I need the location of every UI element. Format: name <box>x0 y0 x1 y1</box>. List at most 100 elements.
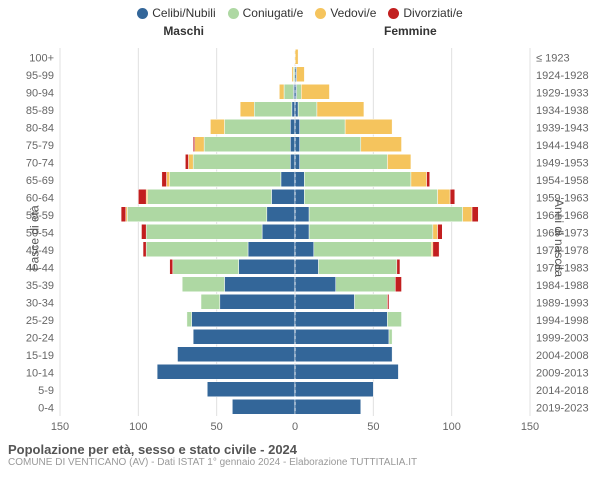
bar-female-married <box>300 137 361 152</box>
bar-male-divorced <box>193 137 195 152</box>
age-label: 85-89 <box>26 105 54 117</box>
birth-year-label: 1929-1933 <box>536 87 589 99</box>
bar-female-divorced <box>397 259 400 274</box>
bar-female-single <box>295 312 387 327</box>
legend-label: Celibi/Nubili <box>152 6 215 20</box>
bar-male-single <box>267 207 295 222</box>
bar-male-single <box>239 259 295 274</box>
bar-male-divorced <box>185 154 188 169</box>
x-tick-label: 0 <box>292 421 298 433</box>
legend-swatch <box>315 8 326 19</box>
legend-label: Vedovi/e <box>330 6 376 20</box>
legend-swatch <box>388 8 399 19</box>
bar-male-single <box>207 382 295 397</box>
age-label: 75-79 <box>26 140 54 152</box>
bar-male-divorced <box>162 172 167 187</box>
bar-female-single <box>295 364 398 379</box>
legend-item: Divorziati/e <box>388 6 462 20</box>
bar-female-single <box>295 329 389 344</box>
bar-female-married <box>319 259 397 274</box>
bar-male-single <box>272 189 296 204</box>
bar-female-divorced <box>450 189 455 204</box>
bar-male-single <box>157 364 295 379</box>
bar-female-widowed <box>301 84 329 99</box>
bar-female-single <box>295 119 300 134</box>
bar-male-divorced <box>143 242 146 257</box>
bar-male-married <box>225 119 291 134</box>
bar-male-single <box>192 312 295 327</box>
bar-female-single <box>295 137 300 152</box>
birth-year-label: 2009-2013 <box>536 367 589 379</box>
age-label: 100+ <box>29 52 54 64</box>
bar-female-single <box>295 294 355 309</box>
bar-male-divorced <box>141 224 146 239</box>
bar-female-divorced <box>395 277 401 292</box>
caption-sub: COMUNE DI VENTICANO (AV) - Dati ISTAT 1°… <box>8 457 592 468</box>
bar-male-divorced <box>138 189 146 204</box>
bar-female-married <box>355 294 388 309</box>
bar-female-married <box>300 154 388 169</box>
x-tick-label: 50 <box>367 421 379 433</box>
x-tick-label: 100 <box>442 421 460 433</box>
bar-female-single <box>295 259 319 274</box>
bar-male-married <box>148 189 272 204</box>
bar-male-married <box>204 137 290 152</box>
birth-year-label: 1949-1953 <box>536 157 589 169</box>
bar-male-single <box>290 119 295 134</box>
age-label: 25-29 <box>26 315 54 327</box>
bar-female-divorced <box>472 207 478 222</box>
bar-male-single <box>220 294 295 309</box>
age-label: 65-69 <box>26 175 54 187</box>
birth-year-label: 2004-2008 <box>536 350 589 362</box>
bar-female-widowed <box>387 154 411 169</box>
bar-male-single <box>232 399 295 414</box>
x-tick-label: 150 <box>521 421 539 433</box>
y-axis-title-left: Fasce di età <box>28 205 42 270</box>
legend-label: Coniugati/e <box>243 6 304 20</box>
bar-female-widowed <box>463 207 472 222</box>
bar-male-widowed <box>240 102 254 117</box>
x-tick-label: 100 <box>129 421 147 433</box>
female-label: Femmine <box>384 24 437 38</box>
bar-female-married <box>314 242 432 257</box>
birth-year-label: 1989-1993 <box>536 297 589 309</box>
legend-swatch <box>137 8 148 19</box>
birth-year-label: 1984-1988 <box>536 280 589 292</box>
x-tick-label: 50 <box>211 421 223 433</box>
bar-male-married <box>182 277 224 292</box>
x-tick-label: 150 <box>51 421 69 433</box>
bar-female-single <box>295 224 309 239</box>
bar-male-married <box>187 312 192 327</box>
bar-female-married <box>309 224 433 239</box>
birth-year-label: 2019-2023 <box>536 402 589 414</box>
birth-year-label: 2014-2018 <box>536 385 589 397</box>
bar-male-widowed <box>167 172 170 187</box>
birth-year-label: 1944-1948 <box>536 140 589 152</box>
bar-female-married <box>304 172 411 187</box>
bar-female-widowed <box>438 189 451 204</box>
age-label: 95-99 <box>26 70 54 82</box>
bar-female-single <box>295 154 300 169</box>
bar-male-single <box>262 224 295 239</box>
age-label: 90-94 <box>26 87 54 99</box>
bar-female-divorced <box>387 294 389 309</box>
bar-male-married <box>146 242 248 257</box>
bar-male-married <box>284 84 293 99</box>
birth-year-label: 1939-1943 <box>536 122 589 134</box>
age-label: 10-14 <box>26 367 54 379</box>
legend: Celibi/Nubili Coniugati/e Vedovi/e Divorzia… <box>0 0 600 20</box>
population-pyramid: 15010050050100150100+≤ 192395-991924-192… <box>0 38 600 438</box>
legend-label: Divorziati/e <box>403 6 462 20</box>
bar-female-married <box>304 189 437 204</box>
legend-item: Vedovi/e <box>315 6 376 20</box>
bar-male-divorced <box>170 259 173 274</box>
bar-female-single <box>295 399 361 414</box>
age-label: 60-64 <box>26 192 54 204</box>
birth-year-label: 1934-1938 <box>536 105 589 117</box>
bar-female-widowed <box>411 172 427 187</box>
bar-female-divorced <box>438 224 443 239</box>
chart-area: Fasce di età Anni di nascita 15010050050… <box>0 38 600 438</box>
bar-male-single <box>225 277 296 292</box>
bar-male-married <box>146 224 262 239</box>
birth-year-label: 1954-1958 <box>536 175 589 187</box>
